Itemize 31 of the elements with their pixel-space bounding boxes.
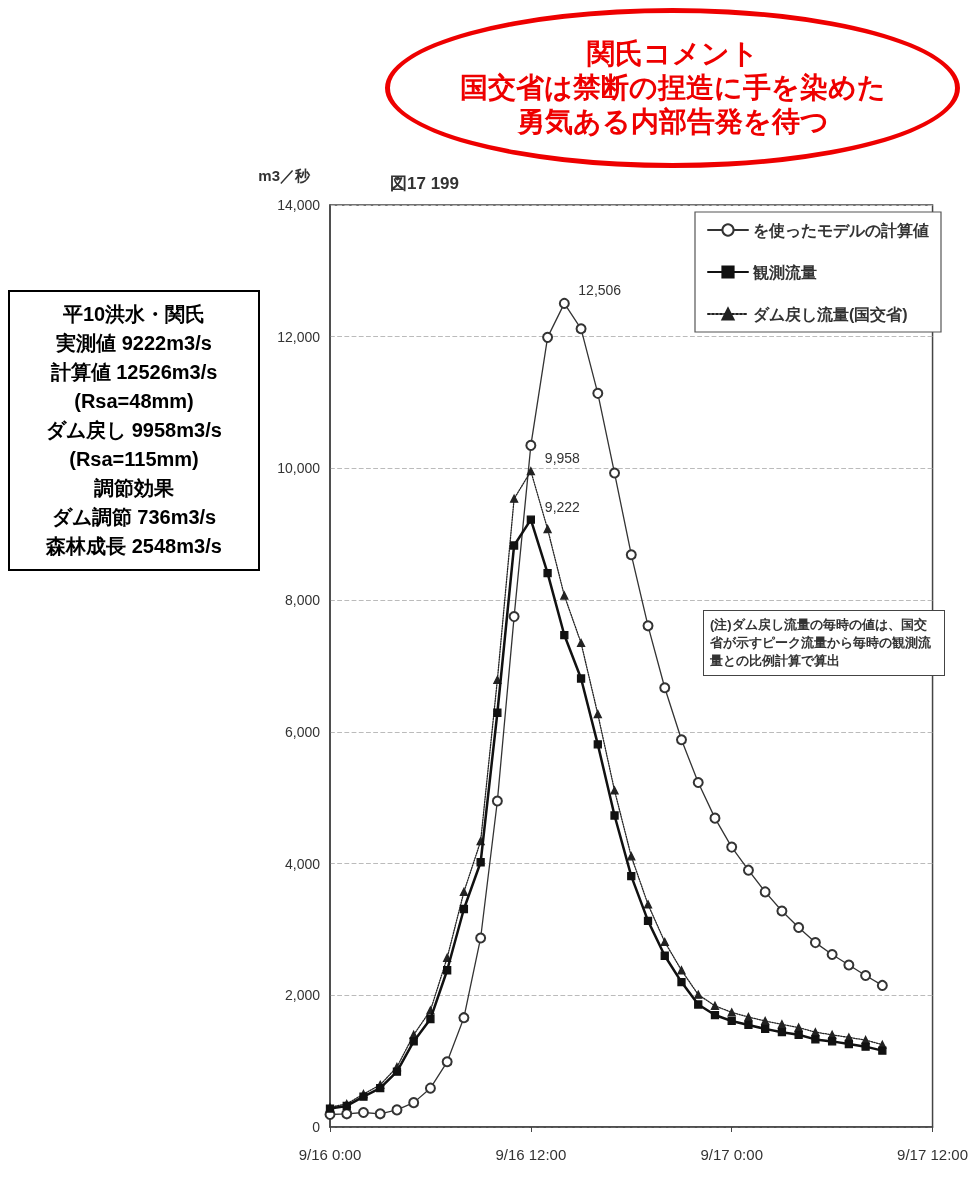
text: (Rsa=115mm): [68, 447, 200, 472]
x-tick-label: 9/17 12:00: [897, 1146, 968, 1163]
y-tick-label: 8,000: [284, 592, 321, 609]
text: 森林成長 2548m3/s: [45, 534, 223, 559]
legend-label: を使ったモデルの計算値: [753, 221, 929, 239]
y-tick-label: 10,000: [277, 460, 321, 477]
text: (Rsa=48mm): [73, 389, 195, 414]
y-tick-label: 4,000: [284, 855, 321, 872]
y-tick-label: 0: [312, 1119, 321, 1135]
annotation: (注)ダム戻し流量の毎時の値は、国交省が示すピーク流量から毎時の観測流量との比例計算で算出: [710, 616, 932, 670]
text: 実測値 9222m3/s: [55, 331, 213, 356]
x-tick-label: 9/16 0:00: [298, 1146, 362, 1163]
text: 調節効果: [93, 476, 175, 501]
legend-label: 観測流量: [752, 262, 817, 281]
y-tick-label: 12,000: [277, 328, 321, 345]
y-tick-label: 14,000: [277, 197, 321, 213]
text: 平10洪水・関氏: [61, 302, 207, 327]
annotation: 12,506: [578, 282, 622, 299]
y-tick-label: 2,000: [284, 987, 321, 1004]
text: ダム戻し 9958m3/s: [45, 418, 223, 443]
text: 計算値 12526m3/s: [49, 360, 219, 385]
chart-title: 図17 199: [390, 174, 459, 193]
y-tick-label: 6,000: [284, 723, 321, 740]
x-tick-label: 9/16 12:00: [495, 1146, 567, 1163]
text: ダム調節 736m3/s: [50, 505, 218, 530]
y-axis-title: m3／秒: [258, 167, 311, 184]
annotation: 9,958: [544, 450, 581, 467]
x-tick-label: 9/17 0:00: [700, 1146, 763, 1163]
oval-callout: 関氏コメント 国交省は禁断の捏造に手を染めた 勇気ある内部告発を待つ: [385, 8, 960, 168]
legend-label: ダム戻し流量(国交省): [753, 304, 908, 323]
annotation: 9,222: [544, 498, 581, 515]
